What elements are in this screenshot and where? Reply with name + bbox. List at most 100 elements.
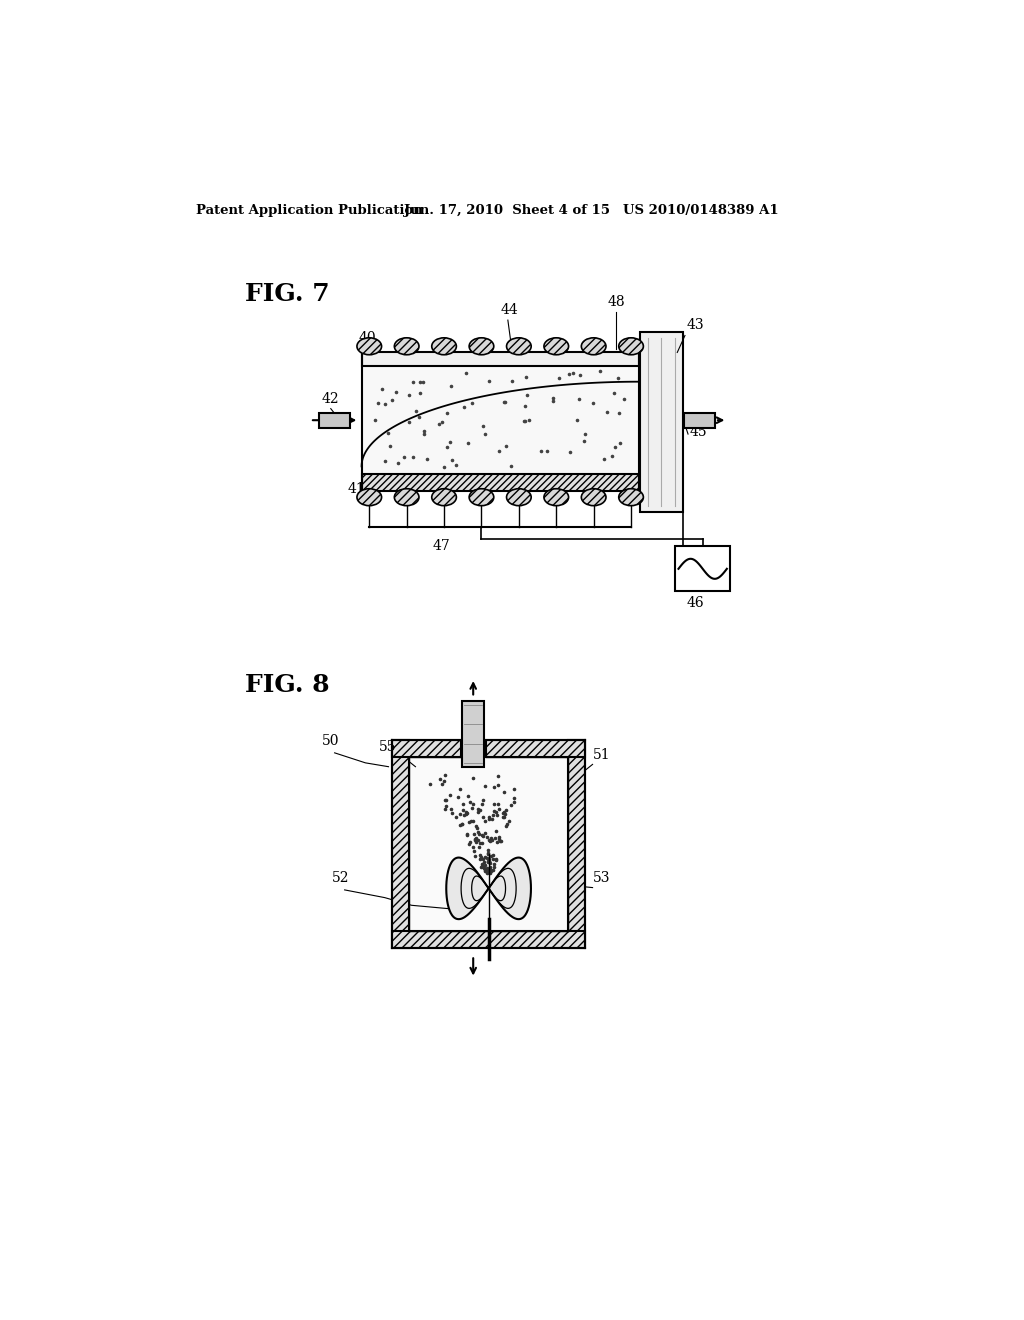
Bar <box>485 739 585 756</box>
Text: 50: 50 <box>322 734 339 748</box>
Bar <box>568 739 585 948</box>
Point <box>519 384 536 405</box>
Text: 52: 52 <box>333 871 350 886</box>
Point <box>487 849 504 870</box>
Point <box>497 392 513 413</box>
Point <box>610 367 627 388</box>
Point <box>493 830 509 851</box>
Text: Patent Application Publication: Patent Application Publication <box>196 203 423 216</box>
Point <box>472 833 488 854</box>
Point <box>422 774 438 795</box>
Point <box>481 807 498 828</box>
Point <box>488 804 505 825</box>
Ellipse shape <box>357 488 382 506</box>
Point <box>415 372 431 393</box>
Point <box>498 816 514 837</box>
Point <box>464 797 480 818</box>
Ellipse shape <box>582 488 606 506</box>
Ellipse shape <box>544 338 568 355</box>
Point <box>476 857 493 878</box>
Point <box>568 409 585 430</box>
Point <box>465 793 481 814</box>
Bar <box>392 739 410 948</box>
Point <box>437 799 454 820</box>
Bar <box>361 474 639 491</box>
Point <box>479 851 496 873</box>
Point <box>400 412 417 433</box>
Point <box>467 829 483 850</box>
Point <box>431 413 447 434</box>
Point <box>606 437 623 458</box>
Point <box>577 424 593 445</box>
Ellipse shape <box>432 338 457 355</box>
Point <box>409 401 425 422</box>
Point <box>534 441 550 462</box>
Point <box>479 842 496 863</box>
Point <box>492 830 508 851</box>
Point <box>480 862 497 883</box>
Point <box>585 393 601 414</box>
Text: 43: 43 <box>686 318 705 333</box>
Point <box>439 437 456 458</box>
Point <box>458 804 474 825</box>
Bar <box>463 701 484 767</box>
Text: 53: 53 <box>593 871 610 886</box>
Point <box>400 385 417 407</box>
Point <box>479 861 496 882</box>
Point <box>479 840 496 861</box>
Point <box>476 810 493 832</box>
Point <box>475 857 492 878</box>
Point <box>404 371 421 392</box>
Point <box>377 450 393 471</box>
Point <box>480 850 497 871</box>
Point <box>487 821 504 842</box>
Point <box>488 832 505 853</box>
Bar <box>392 931 585 948</box>
Point <box>454 813 470 834</box>
Point <box>484 847 501 869</box>
Point <box>479 861 496 882</box>
Text: 42: 42 <box>322 392 339 407</box>
Point <box>480 859 497 880</box>
Point <box>484 808 501 829</box>
Text: FIG. 8: FIG. 8 <box>245 673 329 697</box>
Point <box>484 845 501 866</box>
Text: 40: 40 <box>358 331 376 345</box>
Point <box>466 840 482 861</box>
Point <box>469 801 485 822</box>
Point <box>561 363 578 384</box>
Point <box>476 822 493 843</box>
Point <box>412 383 428 404</box>
Point <box>447 454 464 475</box>
Bar <box>675 546 730 591</box>
Point <box>485 853 502 874</box>
Point <box>484 859 501 880</box>
Point <box>370 392 386 413</box>
Point <box>477 775 494 796</box>
Point <box>465 810 481 832</box>
Point <box>599 401 615 422</box>
Point <box>374 379 390 400</box>
Point <box>469 817 485 838</box>
Bar <box>392 739 461 756</box>
Point <box>416 421 432 442</box>
Point <box>485 793 502 814</box>
Point <box>434 412 451 433</box>
Point <box>551 367 567 388</box>
Point <box>444 449 461 470</box>
Ellipse shape <box>394 488 419 506</box>
Point <box>506 788 522 809</box>
Point <box>485 857 502 878</box>
Point <box>481 859 498 880</box>
Point <box>452 779 468 800</box>
Point <box>473 793 489 814</box>
Text: Jun. 17, 2010  Sheet 4 of 15: Jun. 17, 2010 Sheet 4 of 15 <box>403 203 610 216</box>
Point <box>479 851 496 873</box>
Point <box>461 833 477 854</box>
Point <box>442 432 459 453</box>
Point <box>539 441 555 462</box>
Text: 41: 41 <box>348 482 366 496</box>
Point <box>506 791 522 812</box>
Point <box>458 362 474 383</box>
Point <box>545 391 561 412</box>
